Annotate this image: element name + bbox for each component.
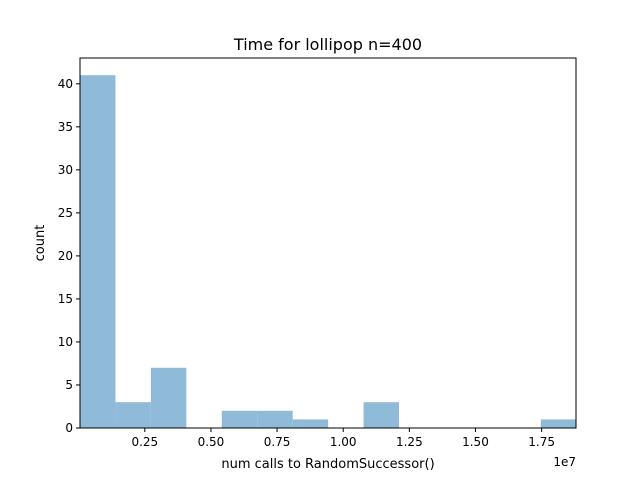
- y-tick-label-3: 15: [58, 292, 73, 306]
- y-tick-label-6: 30: [58, 163, 73, 177]
- histogram-bar-5: [257, 410, 293, 428]
- x-tick-label-4: 1.25: [396, 435, 423, 449]
- y-tick-label-0: 0: [65, 421, 73, 435]
- histogram-bar-4: [221, 410, 258, 428]
- x-tick-label-6: 1.75: [528, 435, 555, 449]
- y-axis-label: count: [33, 225, 48, 262]
- x-tick-label-2: 0.75: [264, 435, 291, 449]
- chart-title: Time for lollipop n=400: [233, 35, 422, 54]
- x-tick-label-5: 1.50: [462, 435, 489, 449]
- plot-frame: [79, 57, 577, 429]
- x-axis-offset-label: 1e7: [553, 455, 576, 469]
- histogram-bar-2: [150, 367, 187, 428]
- x-tick-label-1: 0.50: [198, 435, 225, 449]
- y-tick-label-1: 5: [65, 378, 73, 392]
- y-tick-label-4: 20: [58, 249, 73, 263]
- histogram-bar-8: [363, 402, 400, 428]
- histogram-bar-13: [540, 419, 577, 428]
- histogram-bar-0: [80, 75, 116, 429]
- y-axis-ticks: 0 5 10 15 20 25 30 35 40: [58, 77, 80, 435]
- x-tick-label-3: 1.00: [330, 435, 357, 449]
- histogram-bar-6: [292, 419, 329, 428]
- y-tick-label-8: 40: [58, 77, 73, 91]
- x-axis-ticks: 0.25 0.50 0.75 1.00 1.25 1.50 1.75: [131, 428, 555, 449]
- y-tick-label-2: 10: [58, 335, 73, 349]
- x-axis-label: num calls to RandomSuccessor(): [221, 457, 434, 472]
- histogram-bars: [80, 75, 577, 429]
- y-tick-label-5: 25: [58, 206, 73, 220]
- histogram-bar-1: [115, 402, 151, 428]
- y-tick-label-7: 35: [58, 120, 73, 134]
- x-tick-label-0: 0.25: [131, 435, 158, 449]
